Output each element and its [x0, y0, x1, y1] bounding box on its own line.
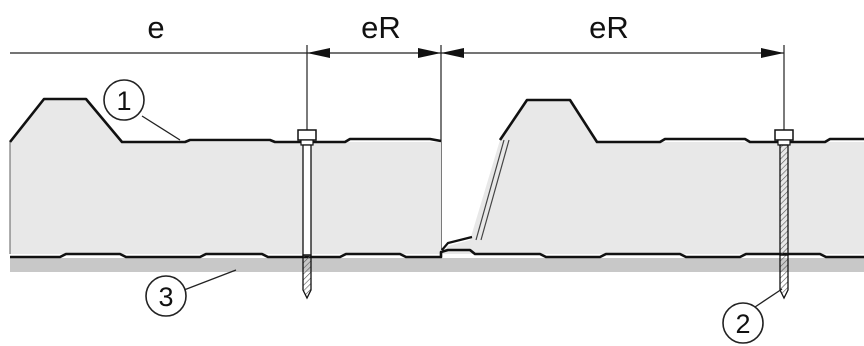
arrowhead: [761, 48, 784, 58]
right-panel-body: [441, 100, 864, 254]
callout-1: 1: [103, 79, 181, 141]
dimension-label-e: e: [147, 10, 164, 45]
fastener-left: [297, 129, 317, 300]
callout-2-circle: [722, 302, 764, 344]
callout-3-leader: [183, 269, 237, 291]
joint-inner-line: [480, 139, 510, 241]
callout-3-label: 3: [158, 282, 173, 312]
callout-1-label: 1: [116, 86, 131, 116]
arrowhead: [307, 48, 330, 58]
right-panel-top-profile: [498, 98, 864, 144]
callout-3: 3: [145, 269, 237, 317]
joint-hook: [441, 235, 473, 251]
left-panel-top-profile: [8, 97, 442, 144]
dimension-label-er-right: eR: [589, 10, 629, 45]
callout-2-label: 2: [735, 309, 750, 339]
arrowhead: [441, 48, 464, 58]
left-panel-body: [10, 99, 441, 254]
callout-2: 2: [722, 288, 783, 344]
dimension-label-er-left: eR: [361, 10, 401, 45]
arrowhead: [418, 48, 441, 58]
fastener-right: [774, 129, 794, 300]
callout-3-circle: [145, 275, 187, 317]
callout-1-leader: [141, 115, 181, 141]
bottom-liner: [10, 248, 864, 259]
callout-2-leader: [754, 288, 783, 308]
substrate-layer: [10, 258, 864, 272]
callout-1-circle: [103, 79, 145, 121]
joint-inner-line: [475, 139, 505, 241]
